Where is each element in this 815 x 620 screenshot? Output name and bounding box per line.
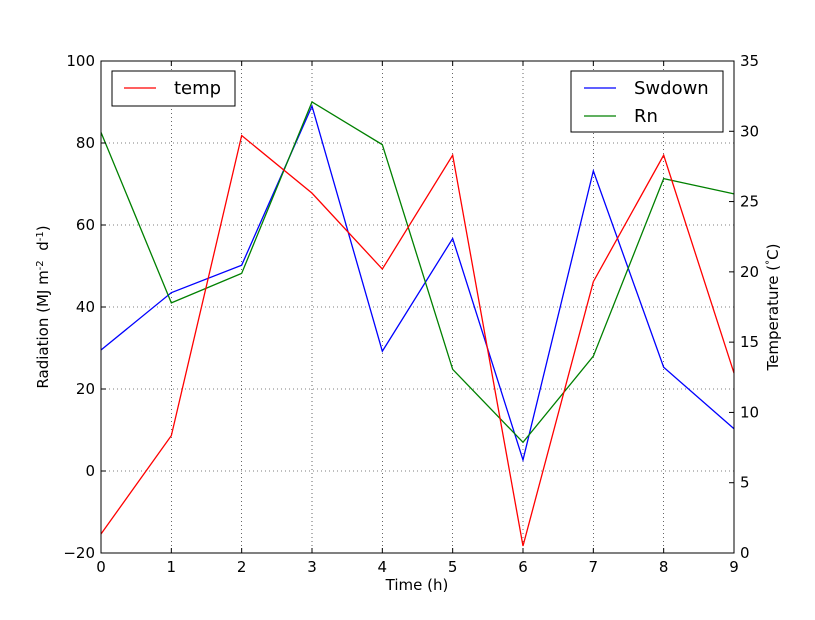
y-left-tick-label: −20	[63, 544, 95, 562]
x-tick-label: 2	[237, 558, 247, 576]
legend-label-rn: Rn	[634, 106, 658, 127]
y-right-tick-label: 0	[740, 544, 750, 562]
y-left-tick-label: 60	[76, 216, 95, 234]
series-line-swdown	[100, 104, 735, 463]
x-axis-label: Time (h)	[385, 576, 449, 594]
x-tick-label: 7	[589, 558, 599, 576]
y-axis-right-label: Temperature (°C)	[764, 244, 782, 372]
legend-label-temp: temp	[174, 78, 221, 99]
x-tick-label: 5	[448, 558, 458, 576]
grid-lines	[101, 61, 734, 553]
x-tick-label: 3	[307, 558, 317, 576]
y-right-tick-label: 5	[740, 474, 750, 492]
x-tick-label: 0	[96, 558, 106, 576]
series-lines	[100, 101, 735, 547]
y-left-tick-label: 80	[76, 134, 95, 152]
legend-right: Swdown Rn	[570, 70, 724, 133]
legend-label-swdown: Swdown	[634, 78, 709, 99]
series-line-rn	[100, 101, 735, 444]
y-right-tick-label: 35	[740, 52, 759, 70]
y-left-tick-label: 0	[85, 462, 95, 480]
x-tick-label: 8	[659, 558, 669, 576]
y-right-tick-label: 30	[740, 122, 759, 140]
x-tick-label: 9	[729, 558, 739, 576]
y-right-tick-label: 20	[740, 263, 759, 281]
x-tick-label: 4	[378, 558, 388, 576]
y-right-tick-label: 25	[740, 193, 759, 211]
y-right-tick-label: 10	[740, 403, 759, 421]
y-left-tick-label: 100	[66, 52, 95, 70]
x-tick-label: 1	[167, 558, 177, 576]
series-line-temp	[100, 134, 735, 547]
x-tick-label: 6	[518, 558, 528, 576]
y-left-tick-label: 20	[76, 380, 95, 398]
y-right-tick-label: 15	[740, 333, 759, 351]
legend-right-frame	[570, 70, 724, 133]
y-left-tick-label: 40	[76, 298, 95, 316]
y-axis-left-label: Radiation (MJ m-2 d-1)	[34, 225, 52, 388]
legend-left: temp	[111, 70, 236, 107]
